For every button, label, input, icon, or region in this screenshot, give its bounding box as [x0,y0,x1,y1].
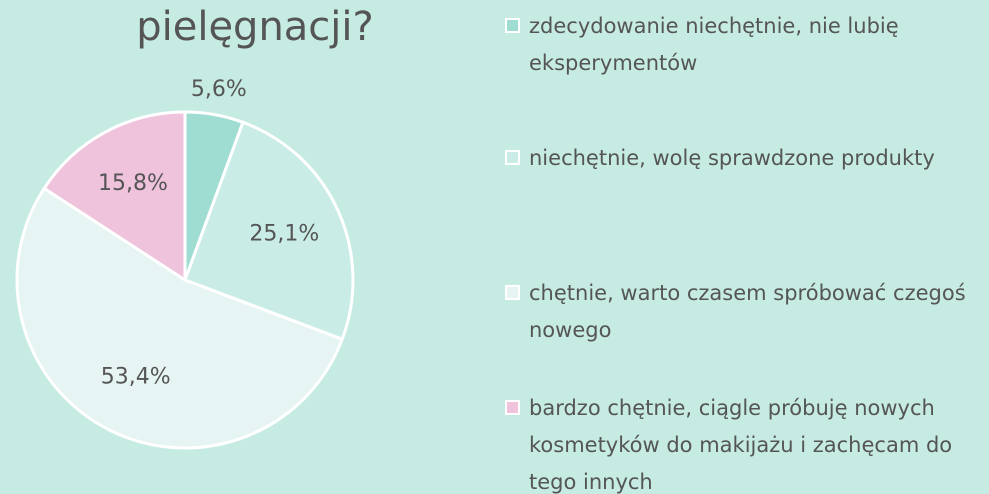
legend-label: chętnie, warto czasem spróbować czegoś n… [529,281,966,342]
legend-item: chętnie, warto czasem spróbować czegoś n… [505,275,975,349]
pie-slice [15,186,345,450]
legend-item: bardzo chętnie, ciągle próbuję nowych ko… [505,390,975,494]
chart-title: pielęgnacji? [136,4,374,50]
legend-item: zdecydowanie niechętnie, nie lubię ekspe… [505,8,975,82]
legend-swatch [505,285,520,300]
pie-slice [183,120,355,342]
legend-label: zdecydowanie niechętnie, nie lubię ekspe… [529,14,899,75]
legend-swatch [505,18,520,33]
pie-slice [42,110,187,283]
legend-label: bardzo chętnie, ciągle próbuję nowych ko… [529,396,953,494]
legend-swatch [505,150,520,165]
data-label: 53,4% [101,364,171,389]
legend-swatch [505,400,520,415]
data-label: 25,1% [249,222,319,247]
legend-item: niechętnie, wolę sprawdzone produkty [505,140,975,177]
data-label: 5,6% [191,77,247,102]
data-label: 15,8% [98,171,168,196]
legend-label: niechętnie, wolę sprawdzone produkty [529,146,935,170]
